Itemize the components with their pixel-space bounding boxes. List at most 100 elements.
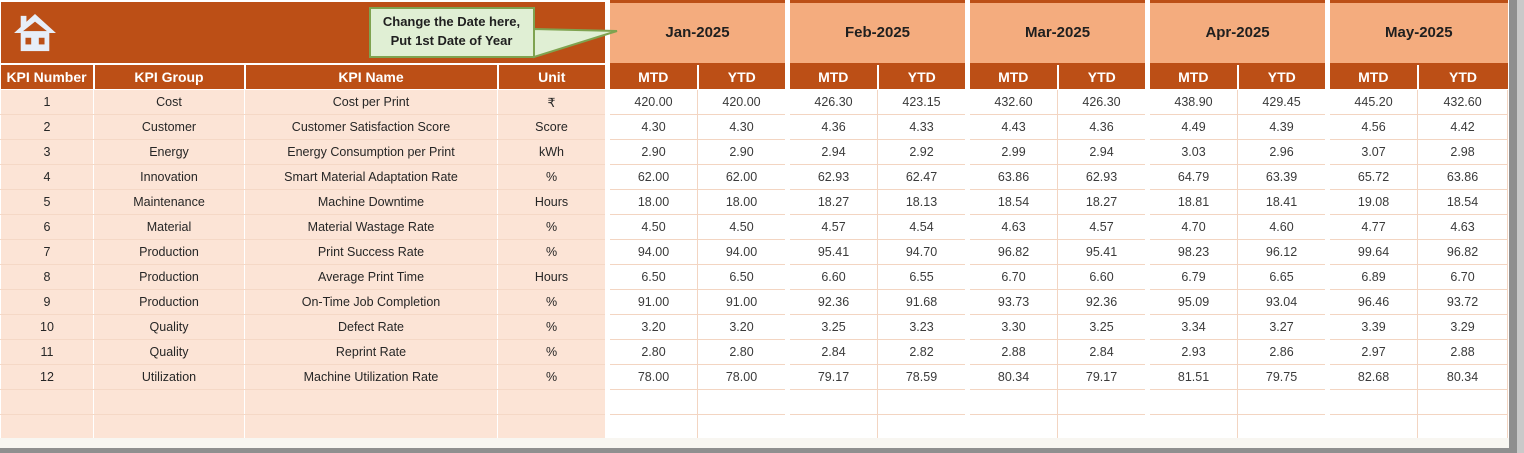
value-cell[interactable]: 3.29 xyxy=(1417,314,1509,340)
value-cell[interactable]: 78.00 xyxy=(605,364,698,390)
empty-cell[interactable] xyxy=(93,414,245,440)
empty-cell[interactable] xyxy=(244,389,498,415)
value-cell[interactable]: 2.99 xyxy=(965,139,1059,165)
value-cell[interactable]: 4.56 xyxy=(1325,114,1419,140)
value-cell[interactable]: 4.39 xyxy=(1237,114,1329,140)
value-cell[interactable]: 2.80 xyxy=(605,339,698,365)
value-cell[interactable]: 63.39 xyxy=(1237,164,1329,190)
value-cell[interactable]: 3.25 xyxy=(785,314,878,340)
empty-cell[interactable] xyxy=(1237,414,1329,440)
value-cell[interactable]: 3.25 xyxy=(1057,314,1149,340)
empty-cell[interactable] xyxy=(1057,414,1149,440)
kpi-unit-cell[interactable]: % xyxy=(497,314,608,340)
value-cell[interactable]: 62.47 xyxy=(876,164,969,190)
kpi-group-cell[interactable]: Quality xyxy=(93,314,245,340)
value-cell[interactable]: 4.50 xyxy=(697,214,788,240)
kpi-name-cell[interactable]: Cost per Print xyxy=(244,89,498,115)
value-cell[interactable]: 4.42 xyxy=(1417,114,1509,140)
kpi-group-cell[interactable]: Production xyxy=(93,239,245,265)
value-cell[interactable]: 2.92 xyxy=(876,139,969,165)
value-cell[interactable]: 3.20 xyxy=(605,314,698,340)
value-cell[interactable]: 2.94 xyxy=(1057,139,1149,165)
value-cell[interactable]: 4.50 xyxy=(605,214,698,240)
value-cell[interactable]: 79.17 xyxy=(785,364,878,390)
value-cell[interactable]: 93.73 xyxy=(965,289,1059,315)
empty-cell[interactable] xyxy=(785,414,878,440)
value-cell[interactable]: 92.36 xyxy=(1057,289,1149,315)
value-cell[interactable]: 6.70 xyxy=(1417,264,1509,290)
month-header-feb-2025[interactable]: Feb-2025 xyxy=(784,0,968,65)
value-cell[interactable]: 432.60 xyxy=(1417,89,1509,115)
kpi-unit-cell[interactable]: Hours xyxy=(497,189,608,215)
empty-cell[interactable] xyxy=(965,389,1059,415)
kpi-name-cell[interactable]: Energy Consumption per Print xyxy=(244,139,498,165)
value-cell[interactable]: 18.00 xyxy=(697,189,788,215)
value-cell[interactable]: 62.93 xyxy=(785,164,878,190)
kpi-name-cell[interactable]: Reprint Rate xyxy=(244,339,498,365)
empty-cell[interactable] xyxy=(244,414,498,440)
empty-cell[interactable] xyxy=(93,389,245,415)
month-header-mar-2025[interactable]: Mar-2025 xyxy=(965,0,1148,65)
value-cell[interactable]: 95.41 xyxy=(785,239,878,265)
value-cell[interactable]: 2.90 xyxy=(697,139,788,165)
value-cell[interactable]: 4.63 xyxy=(965,214,1059,240)
value-cell[interactable]: 4.30 xyxy=(697,114,788,140)
value-cell[interactable]: 6.60 xyxy=(1057,264,1149,290)
value-cell[interactable]: 4.77 xyxy=(1325,214,1419,240)
kpi-unit-cell[interactable]: ₹ xyxy=(497,89,608,115)
value-cell[interactable]: 2.82 xyxy=(876,339,969,365)
kpi-number-cell[interactable]: 6 xyxy=(0,214,94,240)
value-cell[interactable]: 65.72 xyxy=(1325,164,1419,190)
value-cell[interactable]: 18.13 xyxy=(876,189,969,215)
value-cell[interactable]: 62.93 xyxy=(1057,164,1149,190)
value-cell[interactable]: 3.20 xyxy=(697,314,788,340)
value-cell[interactable]: 92.36 xyxy=(785,289,878,315)
kpi-group-cell[interactable]: Cost xyxy=(93,89,245,115)
kpi-group-cell[interactable]: Maintenance xyxy=(93,189,245,215)
value-cell[interactable]: 429.45 xyxy=(1237,89,1329,115)
empty-cell[interactable] xyxy=(697,389,788,415)
kpi-number-cell[interactable]: 2 xyxy=(0,114,94,140)
kpi-name-cell[interactable]: Print Success Rate xyxy=(244,239,498,265)
empty-cell[interactable] xyxy=(785,389,878,415)
value-cell[interactable]: 4.57 xyxy=(1057,214,1149,240)
kpi-unit-cell[interactable]: % xyxy=(497,214,608,240)
month-header-jan-2025[interactable]: Jan-2025 xyxy=(605,0,788,65)
kpi-name-cell[interactable]: Machine Downtime xyxy=(244,189,498,215)
value-cell[interactable]: 4.36 xyxy=(785,114,878,140)
value-cell[interactable]: 4.43 xyxy=(965,114,1059,140)
kpi-name-cell[interactable]: Defect Rate xyxy=(244,314,498,340)
value-cell[interactable]: 96.82 xyxy=(1417,239,1509,265)
value-cell[interactable]: 94.00 xyxy=(697,239,788,265)
value-cell[interactable]: 4.54 xyxy=(876,214,969,240)
value-cell[interactable]: 98.23 xyxy=(1145,239,1239,265)
value-cell[interactable]: 94.70 xyxy=(876,239,969,265)
value-cell[interactable]: 6.55 xyxy=(876,264,969,290)
value-cell[interactable]: 2.90 xyxy=(605,139,698,165)
value-cell[interactable]: 6.79 xyxy=(1145,264,1239,290)
empty-cell[interactable] xyxy=(0,414,94,440)
value-cell[interactable]: 4.49 xyxy=(1145,114,1239,140)
kpi-group-cell[interactable]: Material xyxy=(93,214,245,240)
value-cell[interactable]: 18.00 xyxy=(605,189,698,215)
empty-cell[interactable] xyxy=(1417,389,1509,415)
value-cell[interactable]: 4.33 xyxy=(876,114,969,140)
value-cell[interactable]: 420.00 xyxy=(605,89,698,115)
kpi-group-cell[interactable]: Energy xyxy=(93,139,245,165)
empty-cell[interactable] xyxy=(1237,389,1329,415)
kpi-unit-cell[interactable]: Score xyxy=(497,114,608,140)
kpi-group-cell[interactable]: Quality xyxy=(93,339,245,365)
empty-cell[interactable] xyxy=(876,389,969,415)
value-cell[interactable]: 3.27 xyxy=(1237,314,1329,340)
value-cell[interactable]: 2.80 xyxy=(697,339,788,365)
kpi-unit-cell[interactable]: % xyxy=(497,339,608,365)
value-cell[interactable]: 96.12 xyxy=(1237,239,1329,265)
kpi-unit-cell[interactable]: % xyxy=(497,164,608,190)
value-cell[interactable]: 79.75 xyxy=(1237,364,1329,390)
empty-cell[interactable] xyxy=(1417,414,1509,440)
window-edge-right[interactable] xyxy=(1509,0,1517,453)
kpi-number-cell[interactable]: 10 xyxy=(0,314,94,340)
value-cell[interactable]: 3.23 xyxy=(876,314,969,340)
value-cell[interactable]: 95.41 xyxy=(1057,239,1149,265)
kpi-number-cell[interactable]: 8 xyxy=(0,264,94,290)
